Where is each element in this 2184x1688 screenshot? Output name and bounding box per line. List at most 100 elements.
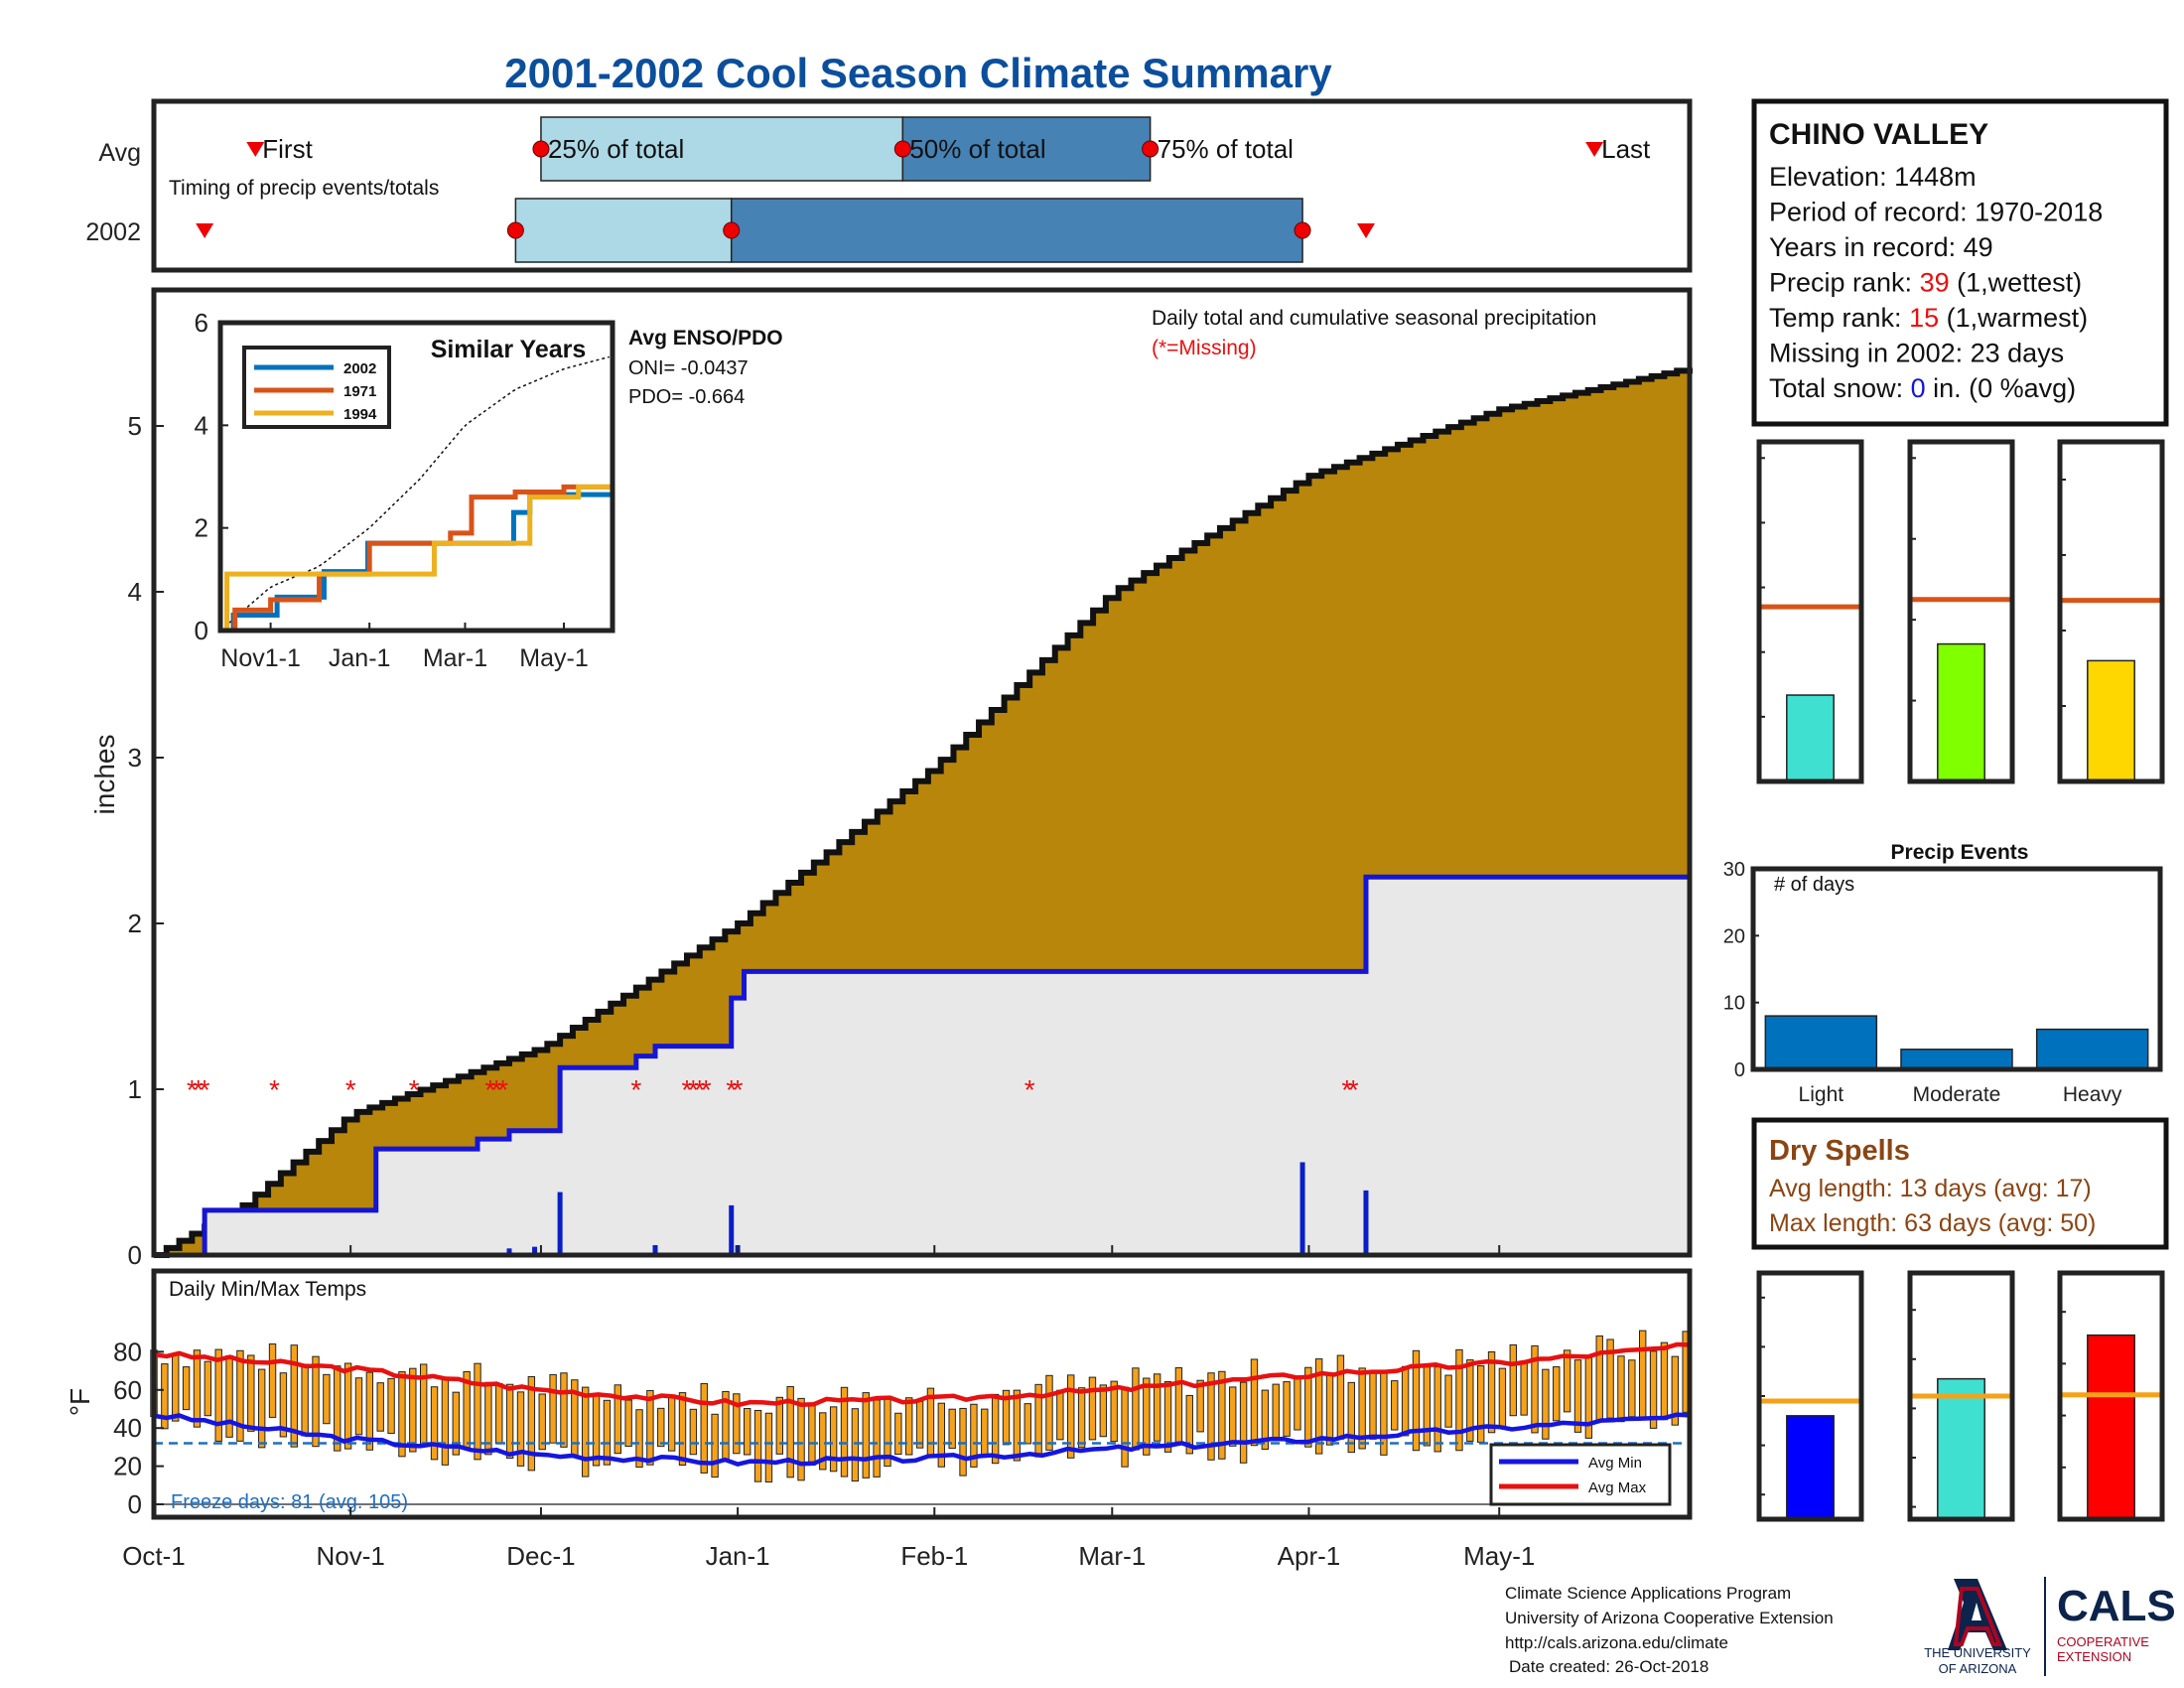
timing-avg-last-marker	[1585, 142, 1604, 157]
events-ticks: 0 10 20 30	[1723, 859, 1759, 1081]
main-y-tick-label: 5	[128, 411, 142, 441]
station-frame	[1751, 98, 2169, 427]
daily-temp-bar	[172, 1352, 180, 1422]
timing-y2002-box-25-50	[514, 198, 733, 263]
inset-ticks: 0 2 4 6 Nov1-1 Jan-1 Mar-1 May-1	[195, 308, 589, 672]
daily-temp-bar	[1412, 1349, 1421, 1452]
daily-temp-bar	[581, 1386, 590, 1477]
station-line-part: Missing in 2002: 23 days	[1769, 339, 2064, 368]
main-y-tick-label: 4	[128, 577, 142, 607]
x-tick-label: Jan-1	[706, 1541, 770, 1571]
missing-day-marker: *	[701, 1074, 712, 1105]
daily-temp-bar	[981, 1408, 989, 1458]
timing-panel: Avg 2002 Timing of precip events/totals …	[85, 98, 1693, 273]
daily-temp-bar	[505, 1383, 514, 1460]
missing-note: (*=Missing)	[1152, 337, 1257, 359]
station-line-part: Period of record: 1970-2018	[1769, 198, 2103, 227]
daily-temp-bar	[635, 1409, 643, 1469]
daily-temp-bar	[1423, 1366, 1432, 1447]
inset-y-tick-label: 4	[195, 410, 208, 440]
missing-day-marker: *	[497, 1074, 508, 1105]
daily-temp-bar	[1077, 1387, 1086, 1449]
daily-temp-bar	[1272, 1383, 1280, 1441]
daily-temp-bar	[236, 1349, 244, 1442]
main-annotation: Daily total and cumulative seasonal prec…	[1152, 307, 1596, 330]
daily-temp-bar	[592, 1395, 601, 1467]
timing-label-p50: 50% of total	[909, 134, 1045, 164]
events-category-label: Light	[1799, 1083, 1844, 1106]
daily-temp-bar	[312, 1355, 320, 1448]
enso-pdo: PDO= -0.664	[628, 386, 745, 408]
daily-temp-bar	[161, 1363, 169, 1430]
x-tick-label: Mar-1	[1078, 1541, 1146, 1571]
inset-series-1994-line	[220, 456, 615, 633]
timing-y2002-first-marker	[196, 223, 214, 238]
station-line-part: (1,wettest)	[1950, 268, 2083, 298]
daily-temp-bar	[948, 1408, 956, 1450]
daily-temp-bar	[1121, 1386, 1129, 1468]
missing-day-marker: *	[269, 1074, 280, 1105]
missing-day-marker: *	[409, 1074, 420, 1105]
daily-temp-bar	[1143, 1377, 1151, 1456]
main-y-tick-label: 0	[128, 1240, 142, 1270]
daily-precip-bar	[1299, 1162, 1305, 1255]
daily-temp-bar	[430, 1386, 439, 1461]
events-tick-label: 0	[1734, 1059, 1745, 1081]
daily-temp-bar	[398, 1371, 406, 1458]
missing-day-marker: *	[491, 1074, 502, 1105]
temp-y-tick-label: 80	[113, 1336, 142, 1366]
events-bars: Light Moderate Heavy	[1764, 1015, 2149, 1106]
daily-temp-bar	[1391, 1380, 1399, 1431]
daily-temp-bar	[1617, 1355, 1625, 1423]
daily-temp-bar	[775, 1396, 784, 1455]
daily-temp-bar	[204, 1360, 212, 1417]
daily-temp-bar	[1476, 1365, 1485, 1443]
daily-temp-bar	[247, 1354, 255, 1432]
avg-max-temp-line	[153, 1341, 1691, 1408]
legend-avg-max-label: Avg Max	[1588, 1479, 1647, 1496]
events-tick-label: 30	[1723, 859, 1745, 881]
timing-label-first: First	[262, 134, 313, 164]
tavg-bar	[1937, 1377, 1985, 1520]
missing-day-marker: *	[688, 1074, 699, 1105]
daily-temp-bar	[1261, 1389, 1270, 1451]
footer-line-4: Date created: 26-Oct-2018	[1509, 1657, 1708, 1676]
timing-avg-p50-point	[893, 140, 911, 158]
dry-spells-avg: Avg length: 13 days (avg: 17)	[1769, 1175, 2092, 1202]
daily-temp-bar	[678, 1392, 687, 1467]
intensity-panel	[2057, 439, 2165, 784]
daily-temp-bar	[937, 1402, 946, 1468]
missing-day-marker: *	[1341, 1074, 1352, 1105]
dry-spells-frame	[1751, 1117, 2169, 1250]
avg-min-temp-line	[153, 1412, 1691, 1467]
daily-temp-bar	[753, 1409, 762, 1482]
daily-temp-bar	[1401, 1365, 1410, 1437]
daily-temp-bar	[1013, 1389, 1022, 1462]
daily-temp-bar	[441, 1376, 450, 1466]
daily-temp-bar	[624, 1399, 632, 1448]
missing-day-marker: *	[187, 1074, 198, 1105]
missing-day-marker: *	[733, 1074, 744, 1105]
x-tick-label: Apr-1	[1278, 1541, 1341, 1571]
station-line-part: Years in record: 49	[1769, 232, 1993, 262]
temp-legend: Avg Min Avg Max	[1489, 1443, 1672, 1506]
main-y-tick-label: 3	[128, 743, 142, 773]
daily-temp-bar	[1649, 1350, 1658, 1429]
footer-line-1: Climate Science Applications Program	[1505, 1584, 1791, 1603]
rain_days-panel	[1907, 439, 2015, 784]
avg-cumulative-precip-line	[154, 367, 1693, 1258]
dry-spells-max: Max length: 63 days (avg: 50)	[1769, 1209, 2096, 1237]
inset-legend: 2002 1971 1994	[242, 346, 391, 429]
timing-row-label-2002: 2002	[85, 218, 141, 246]
inset-legend-label-1994: 1994	[343, 406, 377, 423]
daily-precip-bar	[729, 1204, 735, 1255]
inset-x-tick-label: Mar-1	[423, 644, 487, 672]
daily-temp-bar	[527, 1376, 536, 1472]
timing-avg-box-25-50	[540, 116, 904, 182]
daily-temp-bar	[1509, 1343, 1517, 1417]
inset-x-tick-label: Jan-1	[329, 644, 391, 672]
daily-temp-bar	[689, 1408, 698, 1456]
station-line-part: Temp rank:	[1769, 303, 1909, 333]
